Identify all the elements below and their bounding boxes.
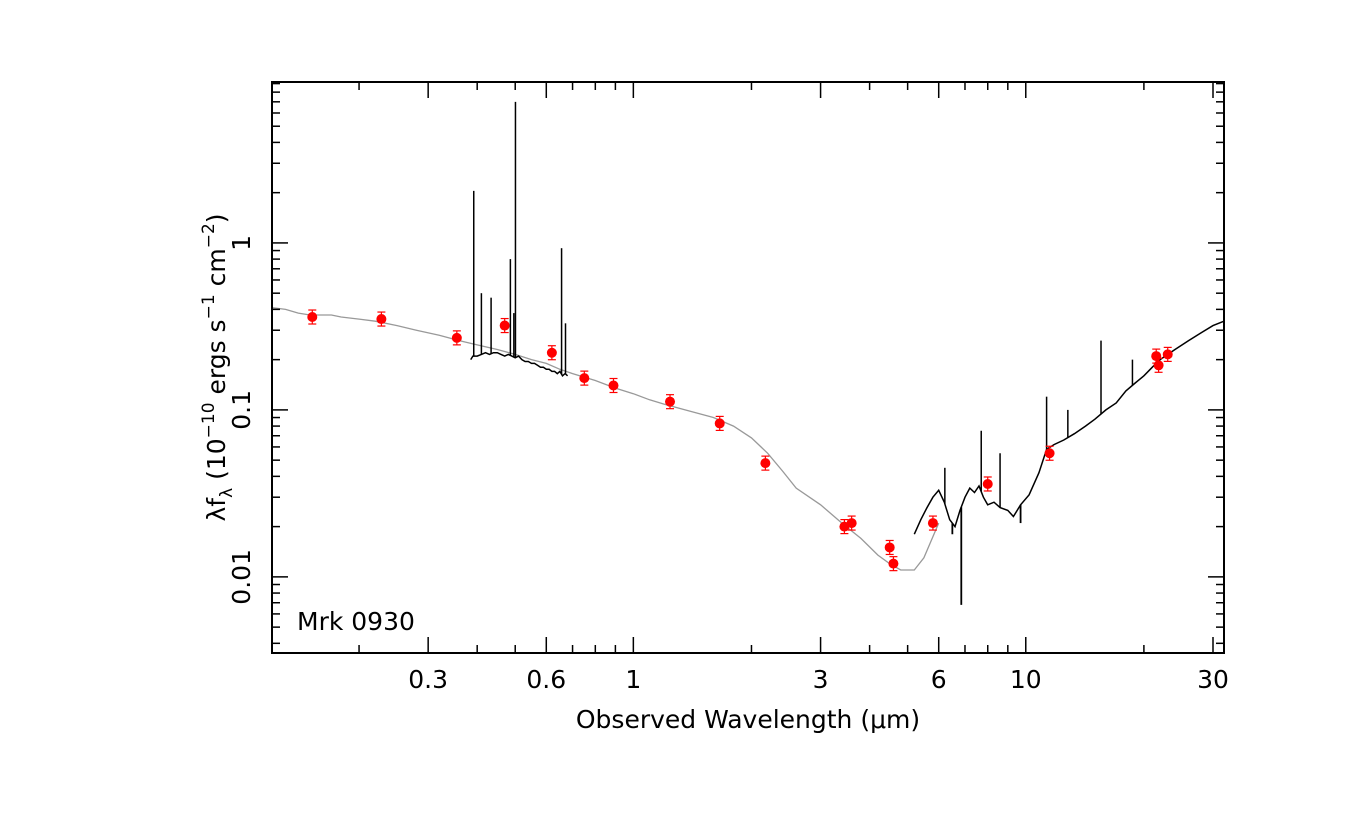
data-point: [1162, 349, 1173, 360]
y-label-f: f: [202, 497, 231, 507]
spectrum-line-3: [913, 320, 1225, 535]
spectrum-line-2: [470, 351, 569, 377]
data-point: [884, 542, 895, 553]
data-point: [927, 518, 938, 529]
y-label-units-mid2: cm: [202, 248, 231, 294]
x-tick-label: 3: [813, 665, 829, 694]
photometry-points-layer: [307, 309, 1173, 572]
y-label-exp3: −2: [199, 223, 219, 248]
object-name-annotation: Mrk 0930: [297, 607, 415, 636]
y-tick-label: 0.1: [227, 390, 256, 430]
axis-ticks-layer: [272, 82, 1224, 653]
x-tick-label: 1: [625, 665, 641, 694]
y-label-f-sub: λ: [217, 488, 237, 498]
data-point: [888, 558, 899, 569]
x-tick-label: 0.6: [526, 665, 566, 694]
y-tick-label: 1: [227, 235, 256, 251]
data-point: [451, 332, 462, 343]
y-label-units-end: ): [202, 213, 231, 223]
x-tick-label: 6: [931, 665, 947, 694]
data-point: [499, 320, 510, 331]
y-label-lambda: λ: [202, 507, 231, 522]
data-point: [546, 347, 557, 358]
data-point: [307, 312, 318, 323]
x-tick-label: 0.3: [408, 665, 448, 694]
plot-frame: [271, 81, 1225, 654]
data-point: [579, 373, 590, 384]
data-point: [714, 418, 725, 429]
data-point: [846, 518, 857, 529]
data-point: [1151, 351, 1162, 362]
spectra-layer: [470, 101, 1225, 605]
data-point: [376, 314, 387, 325]
data-point: [608, 380, 619, 391]
x-axis-label: Observed Wavelength (μm): [576, 705, 920, 734]
model-sed-layer: [271, 306, 940, 571]
y-label-exp1: −10: [199, 402, 219, 438]
data-point: [1153, 360, 1164, 371]
model-sed-line: [271, 306, 940, 571]
tick-labels-layer: 0.3 0.6 1 3 6 10 30 0.01 0.1 1: [227, 235, 1229, 694]
x-tick-label: 10: [1010, 665, 1042, 694]
data-point: [760, 458, 771, 469]
y-tick-label: 0.01: [227, 549, 256, 605]
y-axis-label: λfλ (10−10 ergs s−1 cm−2): [199, 213, 237, 521]
y-label-exp2: −1: [199, 294, 219, 319]
data-point: [665, 396, 676, 407]
x-tick-label: 30: [1197, 665, 1229, 694]
data-point: [982, 478, 993, 489]
data-point: [1044, 448, 1055, 459]
y-label-units-mid: ergs s: [202, 319, 231, 402]
y-label-units-prefix: (10: [202, 438, 231, 488]
